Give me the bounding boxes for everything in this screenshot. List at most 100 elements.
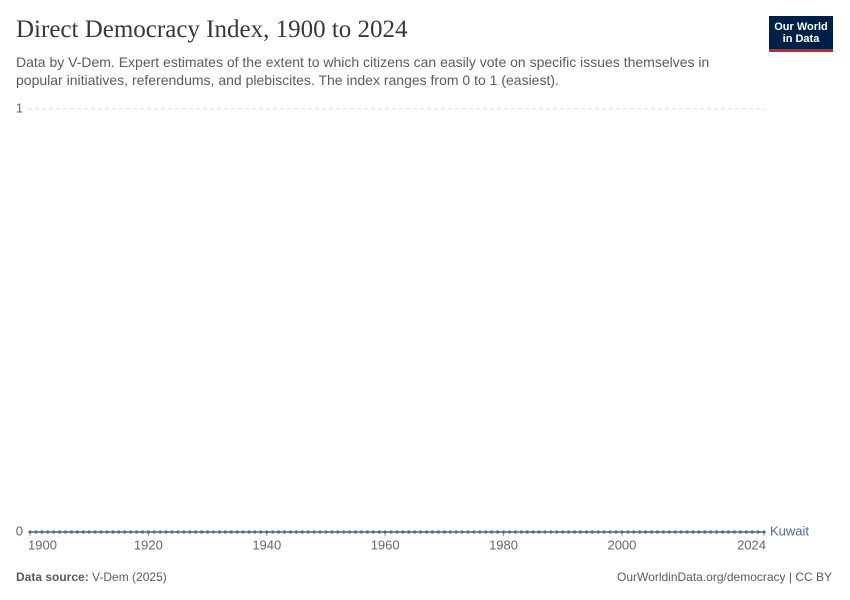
point: [134, 530, 139, 534]
point: [353, 530, 358, 534]
source-label: Data source:: [16, 570, 89, 584]
x-tick-label: 1980: [489, 537, 518, 552]
point: [359, 530, 364, 534]
point: [170, 530, 174, 534]
point: [478, 530, 482, 534]
point: [709, 530, 713, 534]
point: [34, 530, 38, 534]
point: [454, 530, 458, 534]
point: [507, 530, 512, 534]
point: [259, 530, 263, 534]
point: [460, 530, 464, 534]
point: [419, 530, 423, 534]
point: [152, 530, 156, 534]
source-text: V-Dem (2025): [92, 570, 167, 584]
point: [602, 530, 606, 534]
x-tick-label: 2024: [737, 537, 766, 552]
point: [401, 530, 405, 534]
point: [436, 530, 441, 534]
point: [57, 530, 62, 534]
point: [93, 530, 97, 534]
point: [519, 530, 523, 534]
point: [253, 530, 257, 534]
point: [472, 530, 476, 534]
point: [424, 530, 429, 534]
point: [667, 530, 671, 534]
point: [318, 530, 322, 534]
point: [188, 530, 192, 534]
x-tick-label: 2000: [607, 537, 636, 552]
point: [649, 530, 654, 534]
point: [567, 530, 571, 534]
point: [442, 530, 446, 534]
x-tick-label: 1920: [134, 537, 163, 552]
point: [123, 530, 127, 534]
point: [300, 530, 304, 534]
point: [430, 530, 435, 534]
point: [584, 530, 589, 534]
source: Data source: V-Dem (2025): [16, 570, 167, 584]
point: [146, 530, 150, 534]
point: [205, 530, 210, 534]
point: [703, 530, 707, 534]
point: [75, 530, 79, 534]
logo[interactable]: Our World in Data: [769, 16, 833, 52]
point: [383, 530, 387, 534]
point: [525, 530, 529, 534]
point: [241, 530, 245, 534]
point: [407, 530, 411, 534]
x-tick-label: 1900: [28, 537, 57, 552]
point: [697, 530, 701, 534]
logo-line: in Data: [782, 33, 820, 45]
point: [200, 530, 204, 534]
point: [638, 530, 642, 534]
point: [726, 530, 731, 534]
point: [655, 530, 660, 534]
point: [395, 530, 399, 534]
y-tick-label: 1: [16, 100, 23, 115]
point: [377, 530, 381, 534]
point: [282, 530, 287, 534]
point: [229, 530, 233, 534]
point: [105, 530, 109, 534]
point: [87, 530, 91, 534]
point: [312, 530, 316, 534]
point: [324, 530, 328, 534]
point: [371, 530, 375, 534]
y-tick-label: 0: [16, 523, 23, 538]
series-label: Kuwait: [770, 523, 809, 538]
point: [620, 530, 624, 534]
point: [513, 530, 517, 534]
x-tick-label: 1960: [371, 537, 400, 552]
chart-subtitle: Data by V-Dem. Expert estimates of the e…: [16, 54, 710, 88]
point: [466, 530, 470, 534]
point: [691, 530, 695, 534]
point: [626, 530, 630, 534]
point: [235, 530, 239, 534]
point: [111, 530, 115, 534]
point: [720, 530, 725, 534]
point: [596, 530, 600, 534]
point: [537, 530, 541, 534]
point: [28, 530, 32, 534]
point: [531, 530, 535, 534]
point: [63, 530, 68, 534]
point: [496, 530, 500, 534]
point: [679, 530, 683, 534]
point: [673, 530, 677, 534]
footer-link[interactable]: OurWorldinData.org/democracy | CC BY: [617, 570, 832, 584]
point: [46, 530, 50, 534]
point: [265, 530, 269, 534]
point: [336, 530, 340, 534]
point: [247, 530, 251, 534]
point: [685, 530, 689, 534]
point: [306, 530, 310, 534]
point: [164, 530, 168, 534]
point: [543, 530, 547, 534]
point: [194, 530, 198, 534]
point: [578, 530, 583, 534]
point: [484, 530, 488, 534]
point: [490, 530, 494, 534]
point: [661, 530, 665, 534]
